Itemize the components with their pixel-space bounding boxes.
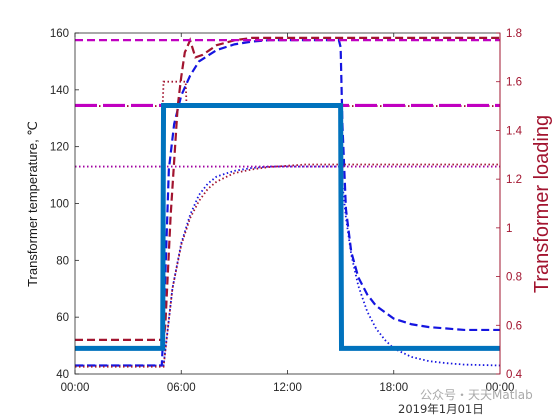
x-date-label: 2019年1月01日	[398, 402, 484, 416]
right-tick-label: 0.4	[506, 369, 523, 381]
right-tick-label: 1	[506, 223, 512, 235]
x-tick-label: 00:00	[486, 382, 515, 394]
plot-background	[75, 33, 500, 374]
left-tick-label: 80	[56, 255, 69, 267]
right-tick-label: 0.6	[506, 320, 522, 332]
series-line-1	[75, 102, 500, 351]
right-axis-label: Transformer loading	[531, 115, 553, 293]
x-tick-label: 18:00	[379, 382, 408, 394]
series-line-3	[75, 165, 501, 367]
right-tick-label: 1.6	[506, 77, 522, 89]
left-tick-label: 40	[56, 369, 69, 381]
x-tick-label: 12:00	[273, 382, 302, 394]
left-tick-label: 140	[50, 85, 69, 97]
right-tick-label: 1.4	[506, 125, 523, 137]
x-tick-label: 00:00	[61, 382, 90, 394]
left-axis-label: Transformer temperature, ℃	[25, 121, 40, 287]
series-layer	[75, 36, 501, 368]
left-tick-label: 120	[50, 142, 69, 154]
right-tick-label: 1.2	[506, 174, 522, 186]
left-tick-label: 160	[50, 28, 69, 40]
watermark: 公众号・天天Matlab	[420, 388, 533, 402]
left-ticks: 40 60 80 100 120 140 160	[50, 28, 79, 381]
right-tick-label: 0.8	[506, 272, 522, 284]
x-tick-label: 06:00	[167, 382, 196, 394]
series-line-5	[75, 163, 500, 368]
left-tick-label: 60	[56, 312, 69, 324]
right-ticks: 0.4 0.6 0.8 1 1.2 1.4 1.6 1.8	[496, 28, 523, 381]
left-tick-label: 100	[50, 199, 69, 211]
right-tick-label: 1.8	[506, 28, 522, 40]
